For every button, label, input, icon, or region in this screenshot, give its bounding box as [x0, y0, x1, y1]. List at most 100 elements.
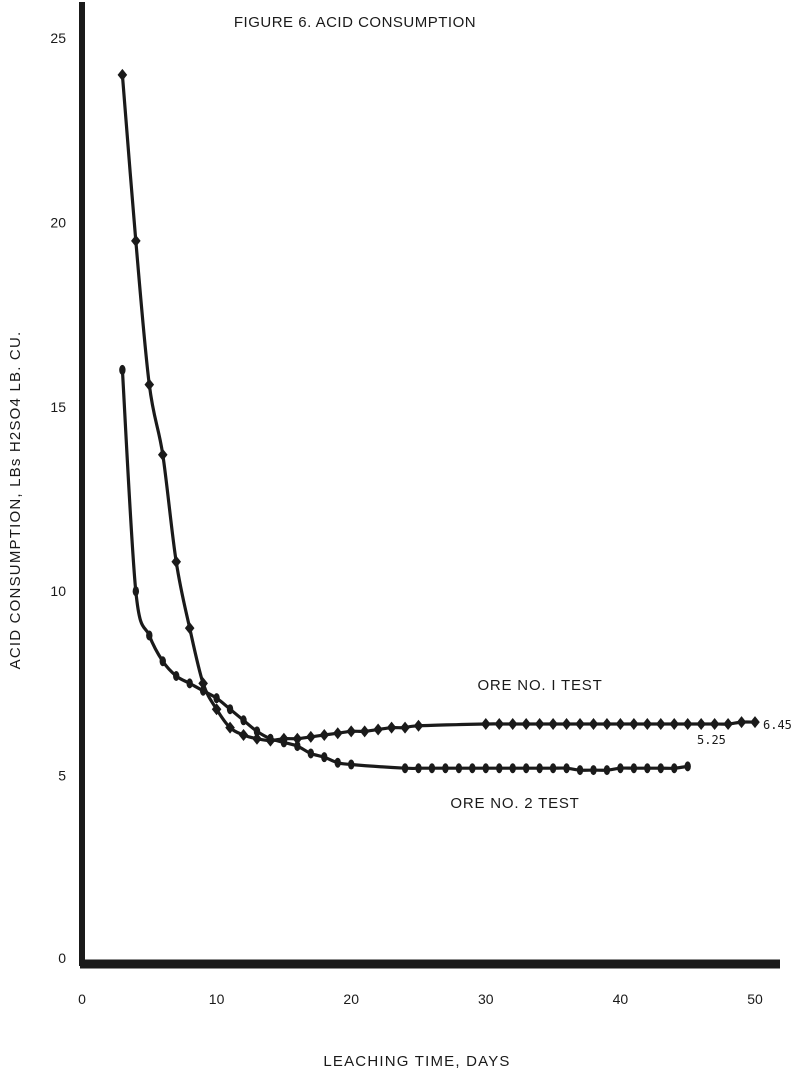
series-2-line	[120, 368, 690, 772]
y-tick-label-25: 25	[50, 30, 66, 46]
x-tick-label-50: 50	[747, 991, 763, 1007]
series-2-point-19	[415, 763, 422, 774]
series-1-point-38	[682, 717, 693, 730]
x-tick-labels: 0 10 20 30 40 50	[78, 991, 763, 1007]
series-2	[119, 364, 691, 776]
series-2-point-9	[240, 715, 247, 726]
series-1-point-16	[332, 727, 343, 740]
series-1-line	[120, 73, 757, 743]
series-2-point-27	[522, 763, 530, 774]
series-1-point-29	[561, 717, 572, 730]
series-1-point-2	[144, 378, 155, 391]
series-1-point-10	[252, 732, 262, 745]
series-2-point-7	[213, 693, 220, 704]
series-2-point-16	[334, 757, 341, 768]
series-1-point-17	[346, 725, 356, 738]
series-1-point-35	[642, 717, 653, 730]
y-tick-label-5: 5	[58, 768, 66, 784]
y-tick-label-10: 10	[50, 583, 66, 599]
series-2-point-25	[496, 763, 503, 774]
series-1-point-30	[575, 717, 585, 730]
series-1-point-40	[709, 717, 720, 730]
series-2-point-38	[671, 763, 678, 774]
series-2-point-29	[549, 763, 557, 774]
series-1-point-14	[306, 730, 316, 743]
series-1-point-34	[629, 717, 639, 730]
series-2-point-35	[630, 763, 638, 774]
series-2-point-22	[455, 763, 463, 774]
series-2-point-0	[119, 364, 126, 375]
series-1-point-19	[373, 723, 383, 736]
series-1-point-9	[238, 729, 249, 742]
series-2-point-23	[469, 763, 476, 774]
series-2-point-10	[253, 726, 261, 737]
series-1	[117, 68, 760, 747]
series-2-point-3	[159, 656, 166, 667]
series-2-point-6	[199, 685, 207, 696]
series-2-point-37	[657, 763, 664, 774]
series-2-point-31	[576, 765, 584, 776]
x-axis-label: LEACHING TIME, DAYS	[323, 1053, 510, 1070]
series-1-point-27	[534, 717, 545, 730]
y-tick-label-0: 0	[58, 950, 66, 966]
series-1-point-8	[225, 721, 235, 734]
x-tick-label-40: 40	[613, 991, 629, 1007]
series-1-point-4	[171, 555, 182, 568]
series-1-point-18	[359, 725, 370, 738]
series-1-point-25	[507, 717, 518, 730]
series-2-point-32	[590, 765, 597, 776]
chart-title: FIGURE 6. ACID CONSUMPTION	[234, 14, 476, 31]
series-1-point-37	[669, 717, 680, 730]
series-1-point-42	[736, 716, 747, 729]
series-1-point-33	[615, 717, 626, 730]
y-tick-label-15: 15	[50, 399, 66, 415]
series-1-point-31	[588, 717, 599, 730]
series-label-ore-1: ORE NO. I TEST	[477, 677, 602, 694]
series-1-point-0	[117, 68, 128, 81]
series-2-point-39	[684, 761, 691, 772]
series-1-point-28	[548, 717, 558, 730]
series-2-point-2	[146, 630, 153, 641]
series-1-point-43	[750, 716, 760, 729]
series-1-point-32	[602, 717, 612, 730]
series-2-point-21	[442, 763, 449, 774]
series-1-point-39	[696, 717, 706, 730]
series-1-point-20	[386, 721, 397, 734]
series-2-point-5	[186, 678, 193, 689]
series-1-point-26	[521, 717, 531, 730]
x-tick-label-30: 30	[478, 991, 494, 1007]
series-1-point-36	[655, 717, 666, 730]
series-1-point-6	[198, 677, 208, 690]
x-tick-label-20: 20	[343, 991, 359, 1007]
y-tick-labels: 0 5 10 15 20 25	[50, 30, 66, 966]
series-end-label-ore-1: 6.45	[763, 718, 792, 732]
series-1-point-7	[211, 703, 222, 716]
series-1-point-13	[292, 732, 303, 745]
y-tick-label-20: 20	[50, 214, 66, 230]
series-1-point-41	[723, 717, 733, 730]
series-1-point-1	[131, 234, 141, 247]
series-2-point-28	[536, 763, 543, 774]
series-2-point-17	[348, 759, 355, 770]
series-2-point-8	[226, 704, 234, 715]
series-1-point-5	[184, 622, 195, 635]
series-1-point-23	[481, 717, 491, 730]
series-2-point-36	[644, 763, 651, 774]
series-2-point-15	[321, 752, 328, 763]
series-end-label-ore-2: 5.25	[697, 733, 726, 747]
series-label-ore-2: ORE NO. 2 TEST	[450, 795, 579, 812]
y-axis-label: ACID CONSUMPTION, LBs H2SO4 LB. CU.	[7, 331, 24, 670]
series-2-point-12	[280, 737, 288, 748]
series-2-point-4	[173, 671, 180, 682]
series-2-point-33	[603, 765, 611, 776]
series-1-point-3	[157, 448, 168, 461]
series-2-point-26	[509, 763, 516, 774]
series-2-point-13	[294, 741, 301, 752]
series-1-point-21	[400, 721, 410, 734]
series-2-point-1	[132, 586, 140, 597]
series-2-point-34	[617, 763, 624, 774]
series-2-point-11	[267, 733, 274, 744]
series-2-point-30	[563, 763, 570, 774]
series-2-point-14	[307, 748, 315, 759]
